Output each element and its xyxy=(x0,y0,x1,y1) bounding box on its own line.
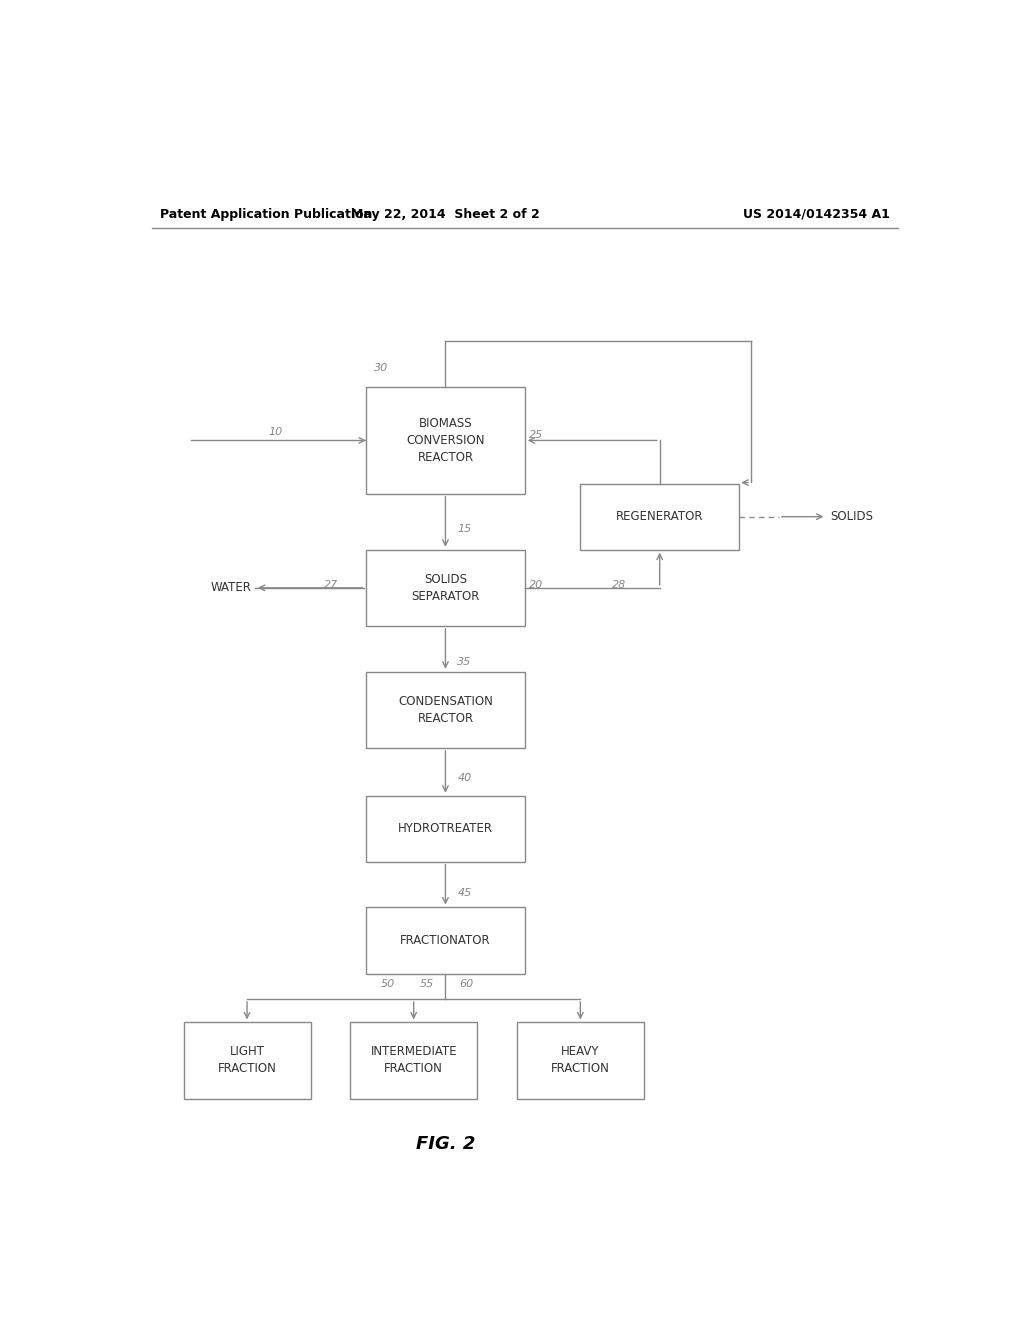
Bar xyxy=(367,907,524,974)
Text: SOLIDS: SOLIDS xyxy=(830,511,873,523)
Text: CONDENSATION
REACTOR: CONDENSATION REACTOR xyxy=(398,694,493,725)
Bar xyxy=(517,1022,644,1098)
Text: 45: 45 xyxy=(458,888,472,899)
Text: 20: 20 xyxy=(528,581,543,590)
Text: SOLIDS
SEPARATOR: SOLIDS SEPARATOR xyxy=(412,573,479,603)
Bar xyxy=(350,1022,477,1098)
Text: Patent Application Publication: Patent Application Publication xyxy=(160,207,372,220)
Text: BIOMASS
CONVERSION
REACTOR: BIOMASS CONVERSION REACTOR xyxy=(407,417,484,463)
Text: 35: 35 xyxy=(458,656,472,667)
Text: US 2014/0142354 A1: US 2014/0142354 A1 xyxy=(743,207,890,220)
Text: 28: 28 xyxy=(612,581,627,590)
Bar xyxy=(367,387,524,494)
Text: 60: 60 xyxy=(460,979,474,989)
Bar xyxy=(367,549,524,626)
Bar xyxy=(367,796,524,862)
Text: HEAVY
FRACTION: HEAVY FRACTION xyxy=(551,1045,609,1076)
Bar xyxy=(183,1022,310,1098)
Text: 50: 50 xyxy=(380,979,394,989)
Text: 25: 25 xyxy=(528,430,543,440)
Text: 10: 10 xyxy=(268,426,283,437)
Text: REGENERATOR: REGENERATOR xyxy=(616,511,703,523)
Text: 55: 55 xyxy=(420,979,434,989)
Text: LIGHT
FRACTION: LIGHT FRACTION xyxy=(218,1045,276,1076)
Text: 15: 15 xyxy=(458,524,472,535)
Text: HYDROTREATER: HYDROTREATER xyxy=(398,822,493,836)
Text: 40: 40 xyxy=(458,774,472,784)
Text: WATER: WATER xyxy=(210,581,251,594)
Text: 27: 27 xyxy=(324,581,338,590)
Bar xyxy=(581,483,739,549)
Text: May 22, 2014  Sheet 2 of 2: May 22, 2014 Sheet 2 of 2 xyxy=(351,207,540,220)
Text: 30: 30 xyxy=(374,363,388,372)
Text: INTERMEDIATE
FRACTION: INTERMEDIATE FRACTION xyxy=(371,1045,457,1076)
Text: FIG. 2: FIG. 2 xyxy=(416,1135,475,1154)
Bar xyxy=(367,672,524,748)
Text: FRACTIONATOR: FRACTIONATOR xyxy=(400,935,490,946)
